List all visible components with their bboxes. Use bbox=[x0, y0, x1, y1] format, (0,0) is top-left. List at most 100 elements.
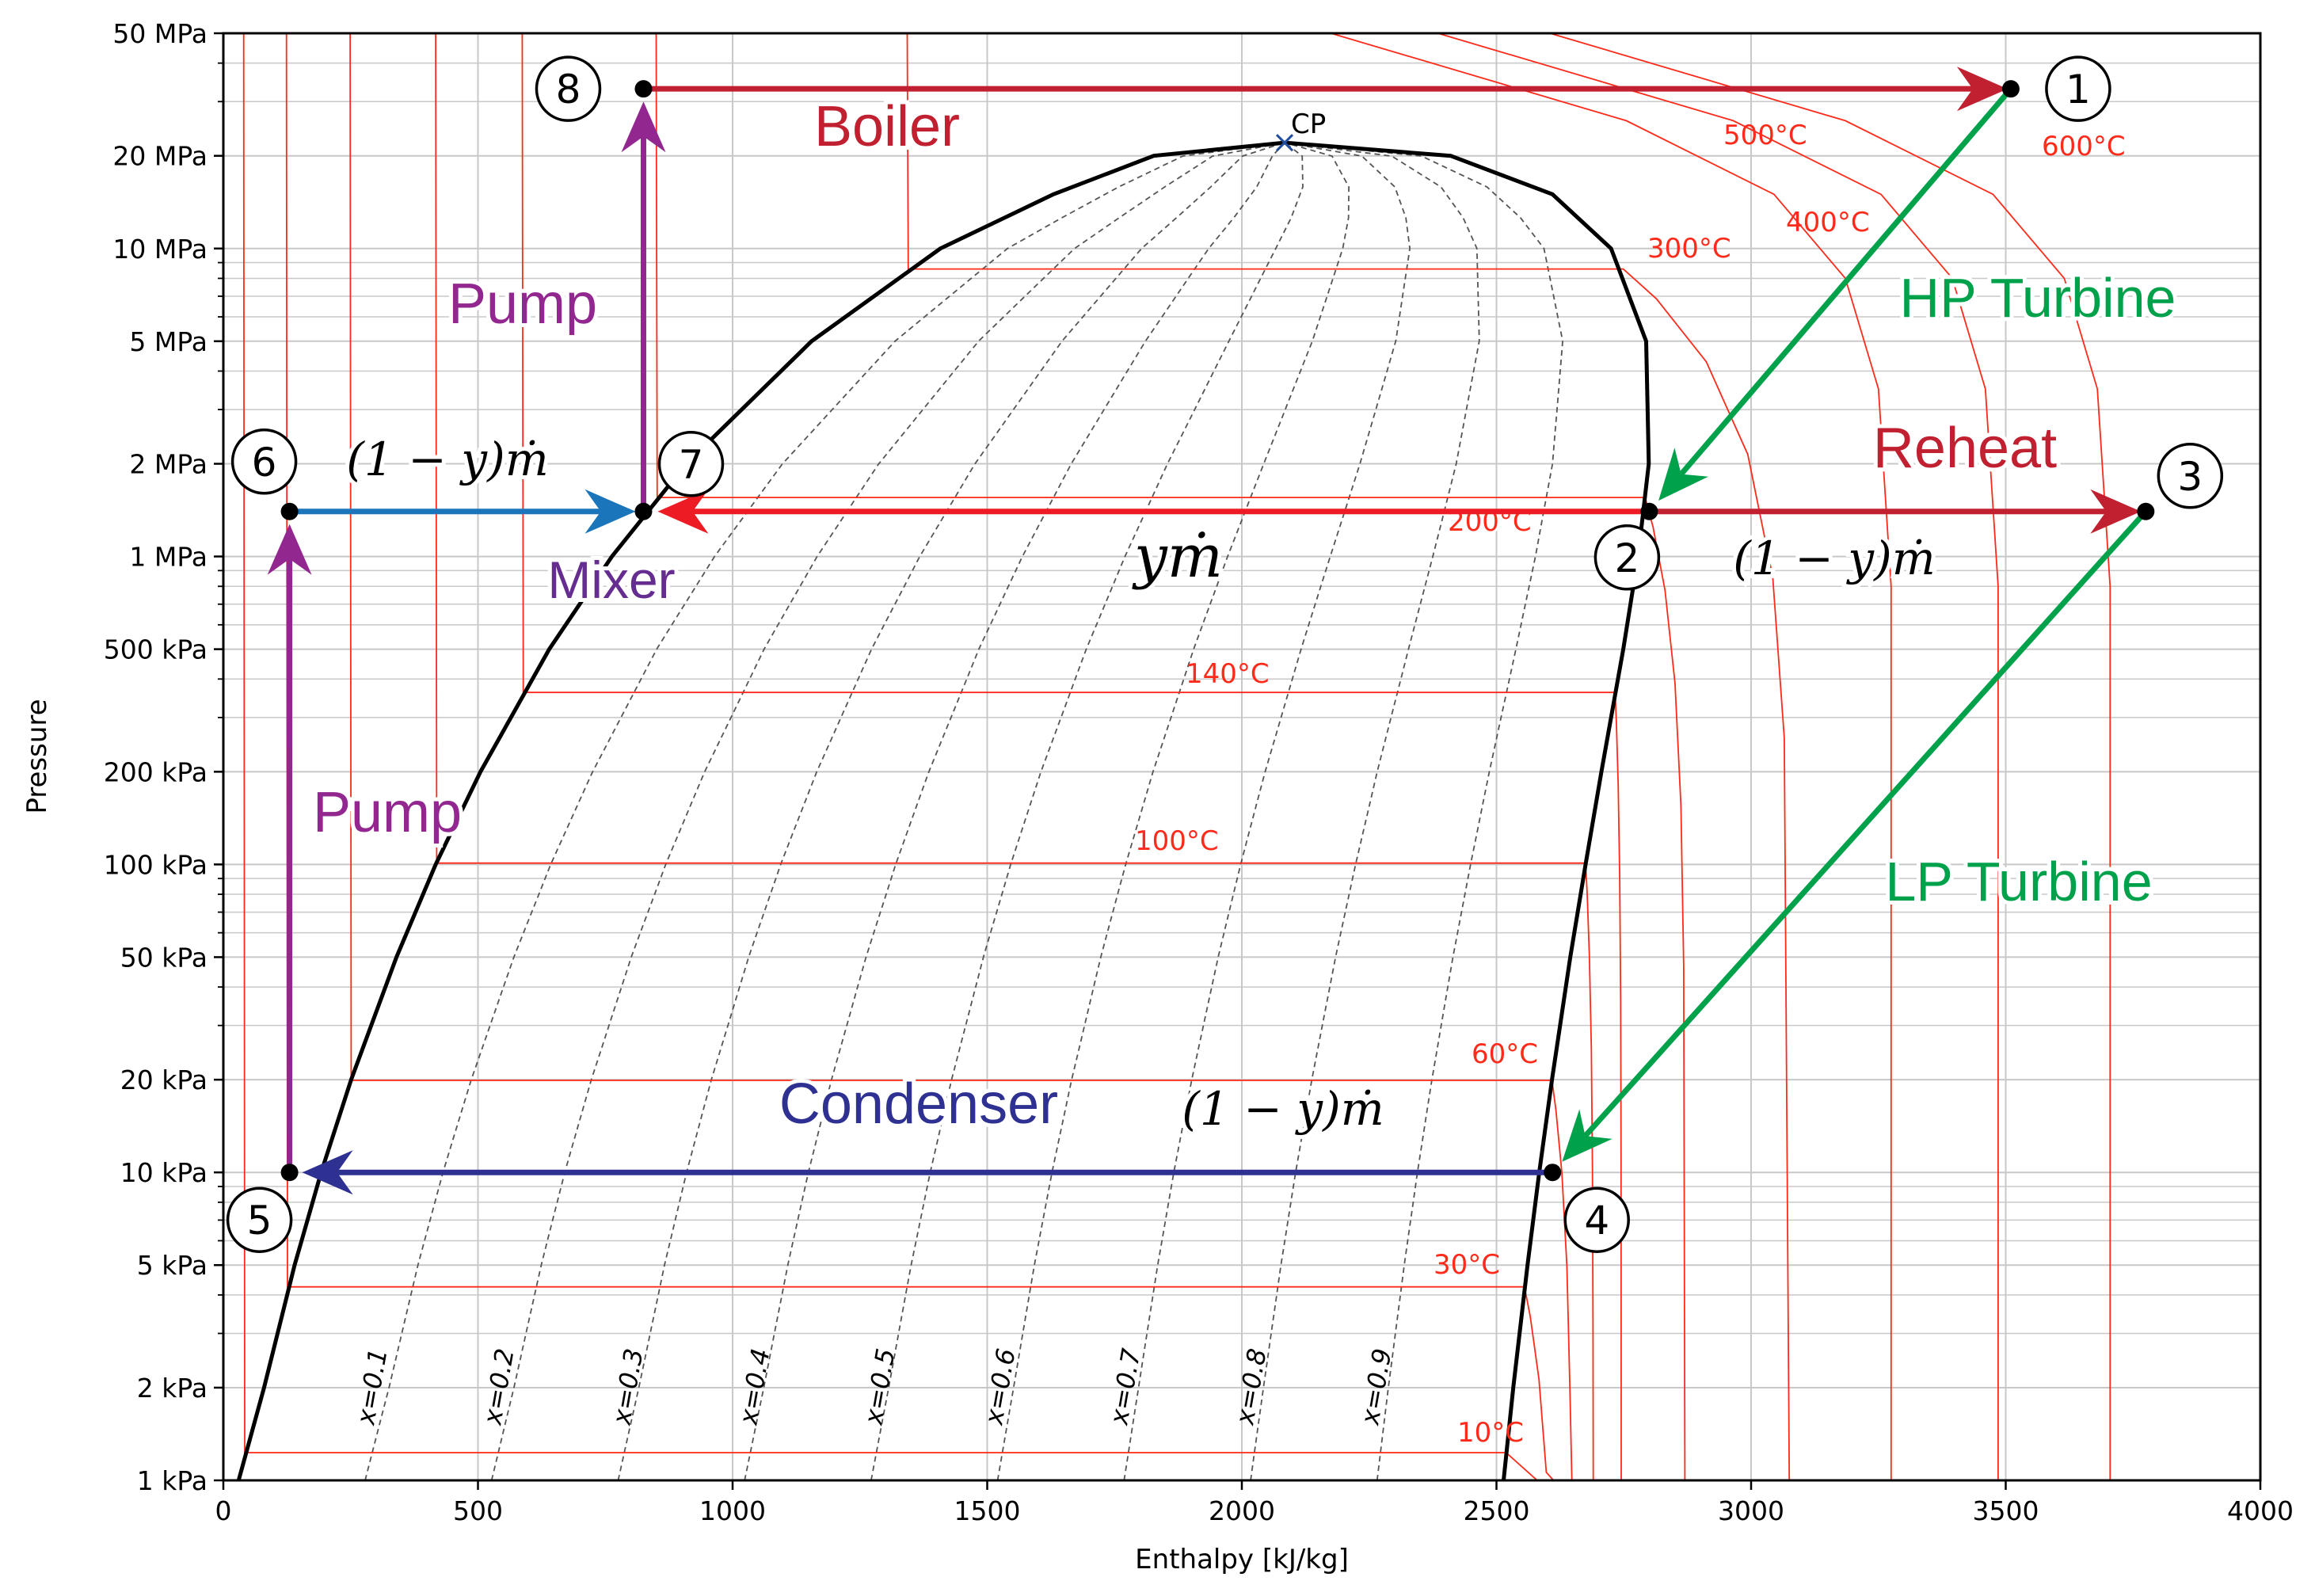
isotherm-label: 140°C bbox=[1186, 658, 1270, 690]
isotherm-label: 30°C bbox=[1434, 1249, 1500, 1281]
quality-line bbox=[996, 142, 1350, 1480]
x-tick-label: 500 bbox=[453, 1495, 503, 1526]
state-point-2-badge bbox=[1593, 524, 1661, 591]
high-pressure-pump-process-label: Pump bbox=[448, 272, 597, 336]
flow-fraction-label-2-7: yṁ bbox=[1132, 523, 1223, 591]
isotherm-label: 60°C bbox=[1472, 1038, 1538, 1070]
boiler-process-arrowhead bbox=[1956, 67, 2008, 112]
quality-line bbox=[490, 142, 1285, 1480]
y-tick-label: 500 kPa bbox=[104, 634, 208, 665]
state-point-1-marker bbox=[2001, 80, 2020, 98]
x-tick-label: 2500 bbox=[1464, 1495, 1530, 1526]
plot-area bbox=[236, 33, 2111, 1480]
isotherm-line bbox=[655, 33, 1686, 1480]
state-point-6-badge bbox=[230, 429, 298, 495]
isotherm-line bbox=[435, 33, 1594, 1480]
high-pressure-pump-process-arrowhead bbox=[621, 101, 666, 153]
flow-fraction-label-6-7: (1 − y)ṁ bbox=[346, 432, 548, 486]
mixer-label: Mixer bbox=[547, 550, 675, 609]
state-point-8-label: 8 bbox=[556, 67, 581, 112]
x-axis-label: Enthalpy [kJ/kg] bbox=[1135, 1544, 1349, 1575]
isotherm-line bbox=[242, 33, 1538, 1480]
isotherm-line bbox=[1437, 33, 1999, 1480]
quality-line bbox=[617, 142, 1285, 1480]
isotherm-label: 100°C bbox=[1135, 825, 1219, 857]
state-point-3-label: 3 bbox=[2177, 454, 2203, 500]
state-point-4-badge bbox=[1563, 1187, 1630, 1253]
state-point-4-marker bbox=[1544, 1164, 1562, 1182]
state-point-6-marker bbox=[280, 502, 299, 520]
y-axis-label: Pressure bbox=[21, 699, 53, 813]
boiler-process-label: Boiler bbox=[814, 95, 960, 158]
isotherm-label: 500°C bbox=[1723, 120, 1807, 151]
isotherm-label: 600°C bbox=[2042, 131, 2126, 162]
critical-point-marker bbox=[1275, 134, 1294, 152]
state-points: 1 2 3 4 5 6 7 8 bbox=[226, 55, 2224, 1253]
state-point-4-label: 4 bbox=[1584, 1198, 1609, 1244]
critical-point-label: CP bbox=[1291, 109, 1326, 140]
state-point-6-label: 6 bbox=[252, 440, 277, 486]
y-tick-label: 200 kPa bbox=[104, 756, 208, 787]
y-tick-label: 50 kPa bbox=[120, 942, 208, 973]
state-point-7-label: 7 bbox=[679, 442, 704, 488]
state-point-1-badge bbox=[2045, 55, 2111, 122]
y-tick-label: 1 kPa bbox=[137, 1465, 208, 1496]
x-tick-label: 0 bbox=[215, 1495, 232, 1526]
state-point-7-badge bbox=[657, 431, 725, 497]
extraction-process-arrowhead bbox=[657, 489, 709, 534]
feedwater-mixing-process-arrowhead bbox=[584, 489, 636, 534]
isotherm-line bbox=[521, 33, 1622, 1480]
saturated-vapor-line bbox=[1284, 140, 1651, 1480]
state-point-5-badge bbox=[226, 1187, 293, 1253]
x-tick-label: 1500 bbox=[954, 1495, 1021, 1526]
state-point-8-marker bbox=[634, 80, 653, 98]
state-point-7-marker bbox=[634, 502, 653, 520]
quality-line bbox=[1250, 142, 1480, 1480]
state-point-2-marker bbox=[1640, 502, 1658, 520]
isotherm-label: 300°C bbox=[1647, 233, 1731, 265]
flow-fraction-label-4-5: (1 − y)ṁ bbox=[1182, 1082, 1384, 1136]
x-tick-label: 3500 bbox=[1973, 1495, 2039, 1526]
lp-turbine-process-line bbox=[1583, 509, 2148, 1138]
y-tick-label: 10 kPa bbox=[120, 1157, 208, 1188]
state-point-5-label: 5 bbox=[247, 1198, 272, 1244]
condenser-process-arrowhead bbox=[302, 1150, 353, 1195]
low-pressure-pump-process-arrowhead bbox=[267, 524, 312, 575]
x-tick-label: 4000 bbox=[2227, 1495, 2294, 1526]
state-point-5-marker bbox=[280, 1164, 299, 1182]
reheat-process-arrowhead bbox=[2090, 489, 2142, 534]
x-tick-label: 3000 bbox=[1718, 1495, 1784, 1526]
flow-fraction-label-2-3: (1 − y)ṁ bbox=[1733, 531, 1935, 585]
y-tick-label: 20 MPa bbox=[112, 141, 208, 172]
isotherm-line bbox=[1549, 33, 2111, 1480]
saturated-liquid-line bbox=[236, 140, 1285, 1480]
x-tick-label: 2000 bbox=[1209, 1495, 1275, 1526]
y-tick-label: 20 kPa bbox=[120, 1065, 208, 1095]
isotherm-label: 10°C bbox=[1457, 1417, 1524, 1449]
reheat-process-label: Reheat bbox=[1873, 417, 2057, 480]
lp-turbine-process-label: LP Turbine bbox=[1885, 851, 2152, 912]
quality-lines bbox=[364, 142, 1564, 1480]
isotherm-line bbox=[906, 33, 1791, 1480]
quality-line bbox=[1284, 142, 1564, 1480]
low-pressure-pump-process-label: Pump bbox=[313, 781, 462, 844]
x-tick-label: 1000 bbox=[699, 1495, 766, 1526]
quality-line bbox=[744, 142, 1285, 1480]
cycle-processes: Boiler HP Turbine Reheat LP Turbine Condense… bbox=[267, 67, 2180, 1195]
quality-line bbox=[870, 142, 1304, 1480]
y-tick-label: 5 kPa bbox=[137, 1250, 208, 1281]
y-tick-label: 2 MPa bbox=[129, 449, 208, 480]
quality-line bbox=[364, 142, 1285, 1480]
y-tick-label: 10 MPa bbox=[112, 234, 208, 265]
state-point-3-marker bbox=[2137, 502, 2155, 520]
state-point-8-badge bbox=[535, 55, 602, 122]
condenser-process-label: Condenser bbox=[779, 1072, 1058, 1136]
lp-turbine-process-arrowhead bbox=[1562, 1109, 1613, 1162]
hp-turbine-process-line bbox=[1679, 86, 2013, 476]
y-tick-label: 1 MPa bbox=[129, 542, 208, 573]
y-tick-label: 2 kPa bbox=[137, 1373, 208, 1404]
state-point-2-label: 2 bbox=[1614, 535, 1639, 581]
y-tick-label: 50 MPa bbox=[112, 18, 208, 49]
isotherm-line bbox=[349, 33, 1573, 1480]
hp-turbine-process-arrowhead bbox=[1658, 448, 1708, 501]
